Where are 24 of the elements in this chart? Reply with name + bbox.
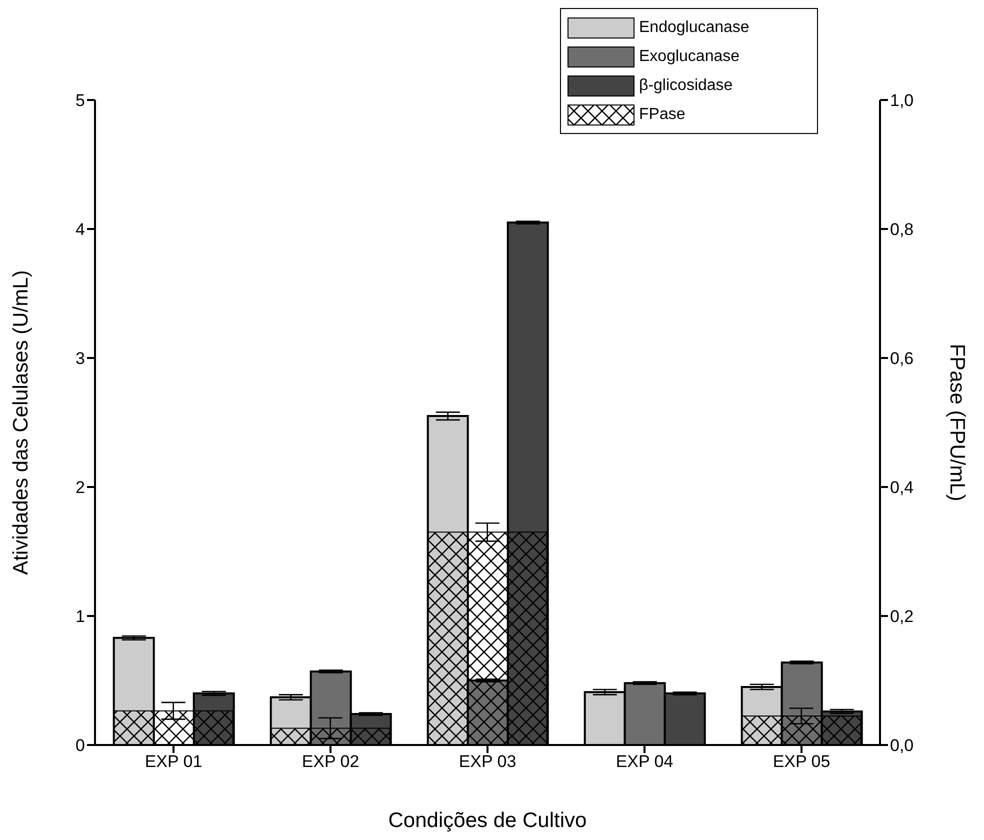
y-tick-label: 3 xyxy=(76,349,85,368)
y2-tick-label: 0,8 xyxy=(890,220,914,240)
y2-tick-label: 0,6 xyxy=(890,349,914,368)
y-tick-label: 5 xyxy=(76,91,85,110)
legend-label: FPase xyxy=(639,106,686,124)
x-tick-label: EXP 02 xyxy=(302,752,360,772)
y-tick-label: 2 xyxy=(76,478,85,498)
y-tick-label: 4 xyxy=(76,220,85,240)
y-tick-label: 1 xyxy=(76,607,85,626)
y2-tick-label: 0,0 xyxy=(890,736,914,756)
legend-label: β-glicosidase xyxy=(639,76,733,94)
legend-label: Endoglucanase xyxy=(639,18,750,36)
x-tick-label: EXP 03 xyxy=(458,752,516,772)
y-axis-title: Atividades das Celulases (U/mL) xyxy=(9,270,32,575)
x-tick-label: EXP 05 xyxy=(772,752,830,772)
y2-axis-title: FPase (FPU/mL) xyxy=(946,344,969,502)
y2-tick-label: 0,4 xyxy=(890,478,914,498)
x-axis-title: Condições de Cultivo xyxy=(388,809,587,832)
x-tick-label: EXP 04 xyxy=(616,752,674,772)
legend-label: Exoglucanase xyxy=(639,48,740,66)
y2-tick-label: 0,2 xyxy=(890,607,914,626)
x-tick-label: EXP 01 xyxy=(144,752,202,772)
y-tick-label: 0 xyxy=(76,736,85,756)
y2-tick-label: 1,0 xyxy=(890,91,914,110)
